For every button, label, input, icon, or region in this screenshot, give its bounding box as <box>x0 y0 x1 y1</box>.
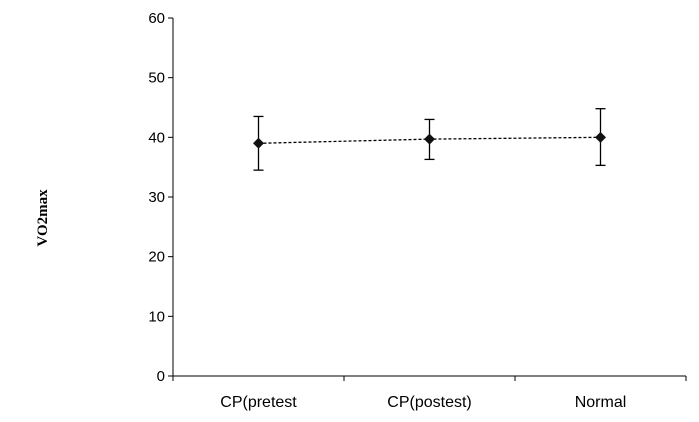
x-category-label: Normal <box>575 394 627 411</box>
x-axis-ticks: CP(pretest CP(postest) Normal <box>172 376 687 411</box>
y-axis-title: VO2max <box>35 189 51 247</box>
y-tick-label: 30 <box>148 189 165 206</box>
data-point <box>253 137 264 149</box>
y-tick-label: 60 <box>148 10 165 27</box>
data-series <box>253 108 606 171</box>
y-axis-ticks: 0 10 20 30 40 50 60 <box>148 10 173 385</box>
y-tick-label: 0 <box>157 368 165 385</box>
y-tick-label: 50 <box>148 70 165 87</box>
data-point <box>595 131 606 143</box>
x-category-label: CP(postest) <box>387 394 471 411</box>
y-tick-label: 20 <box>148 249 165 266</box>
x-category-label: CP(pretest <box>220 394 297 411</box>
y-tick-label: 40 <box>148 129 165 146</box>
y-tick-label: 10 <box>148 308 165 325</box>
data-point <box>424 133 435 145</box>
axes <box>172 18 686 377</box>
